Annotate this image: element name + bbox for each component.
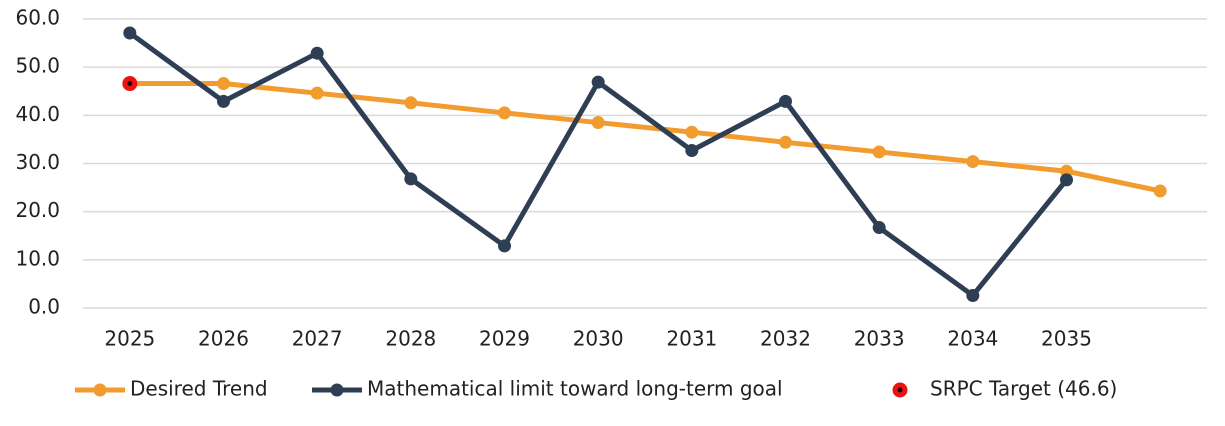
- point: [498, 106, 511, 120]
- x-tick-label: 2028: [385, 327, 436, 351]
- legend-marker: [93, 383, 107, 397]
- point: [404, 96, 418, 110]
- point: [1153, 184, 1167, 198]
- point: [217, 77, 230, 91]
- point: [872, 221, 886, 235]
- point: [1060, 173, 1073, 187]
- point: [123, 26, 137, 40]
- point: [498, 239, 511, 253]
- legend-marker-center: [897, 387, 903, 393]
- series-line: [129, 81, 1161, 194]
- x-tick-label: 2034: [947, 327, 998, 351]
- y-tick-label: 10.0: [15, 246, 60, 270]
- legend-marker: [330, 383, 344, 397]
- point: [310, 86, 324, 100]
- point: [779, 135, 792, 149]
- target-point-center: [127, 81, 133, 87]
- x-tick-label: 2026: [198, 327, 249, 351]
- y-tick-label: 60.0: [15, 6, 60, 30]
- x-tick-label: 2033: [854, 327, 905, 351]
- point: [966, 288, 980, 302]
- y-tick-label: 0.0: [28, 295, 60, 319]
- point: [872, 145, 886, 159]
- point: [779, 94, 792, 108]
- point: [591, 116, 605, 130]
- x-tick-label: 2032: [760, 327, 811, 351]
- point: [591, 75, 605, 89]
- y-tick-label: 30.0: [15, 150, 60, 174]
- y-tick-label: 40.0: [15, 102, 60, 126]
- point: [404, 172, 418, 186]
- x-tick-label: 2031: [666, 327, 717, 351]
- x-tick-label: 2029: [479, 327, 530, 351]
- legend-label: SRPC Target (46.6): [930, 377, 1117, 401]
- y-tick-label: 50.0: [15, 54, 60, 78]
- x-tick-label: 2025: [104, 327, 155, 351]
- x-tick-label: 2027: [292, 327, 343, 351]
- x-tick-label: 2030: [573, 327, 624, 351]
- legend-label: Mathematical limit toward long-term goal: [367, 377, 783, 401]
- x-tick-label: 2035: [1041, 327, 1092, 351]
- point: [685, 143, 699, 157]
- point: [685, 125, 699, 139]
- legend-label: Desired Trend: [130, 377, 268, 401]
- point: [217, 94, 230, 108]
- point: [310, 46, 324, 60]
- y-tick-label: 20.0: [15, 198, 60, 222]
- point: [966, 155, 980, 169]
